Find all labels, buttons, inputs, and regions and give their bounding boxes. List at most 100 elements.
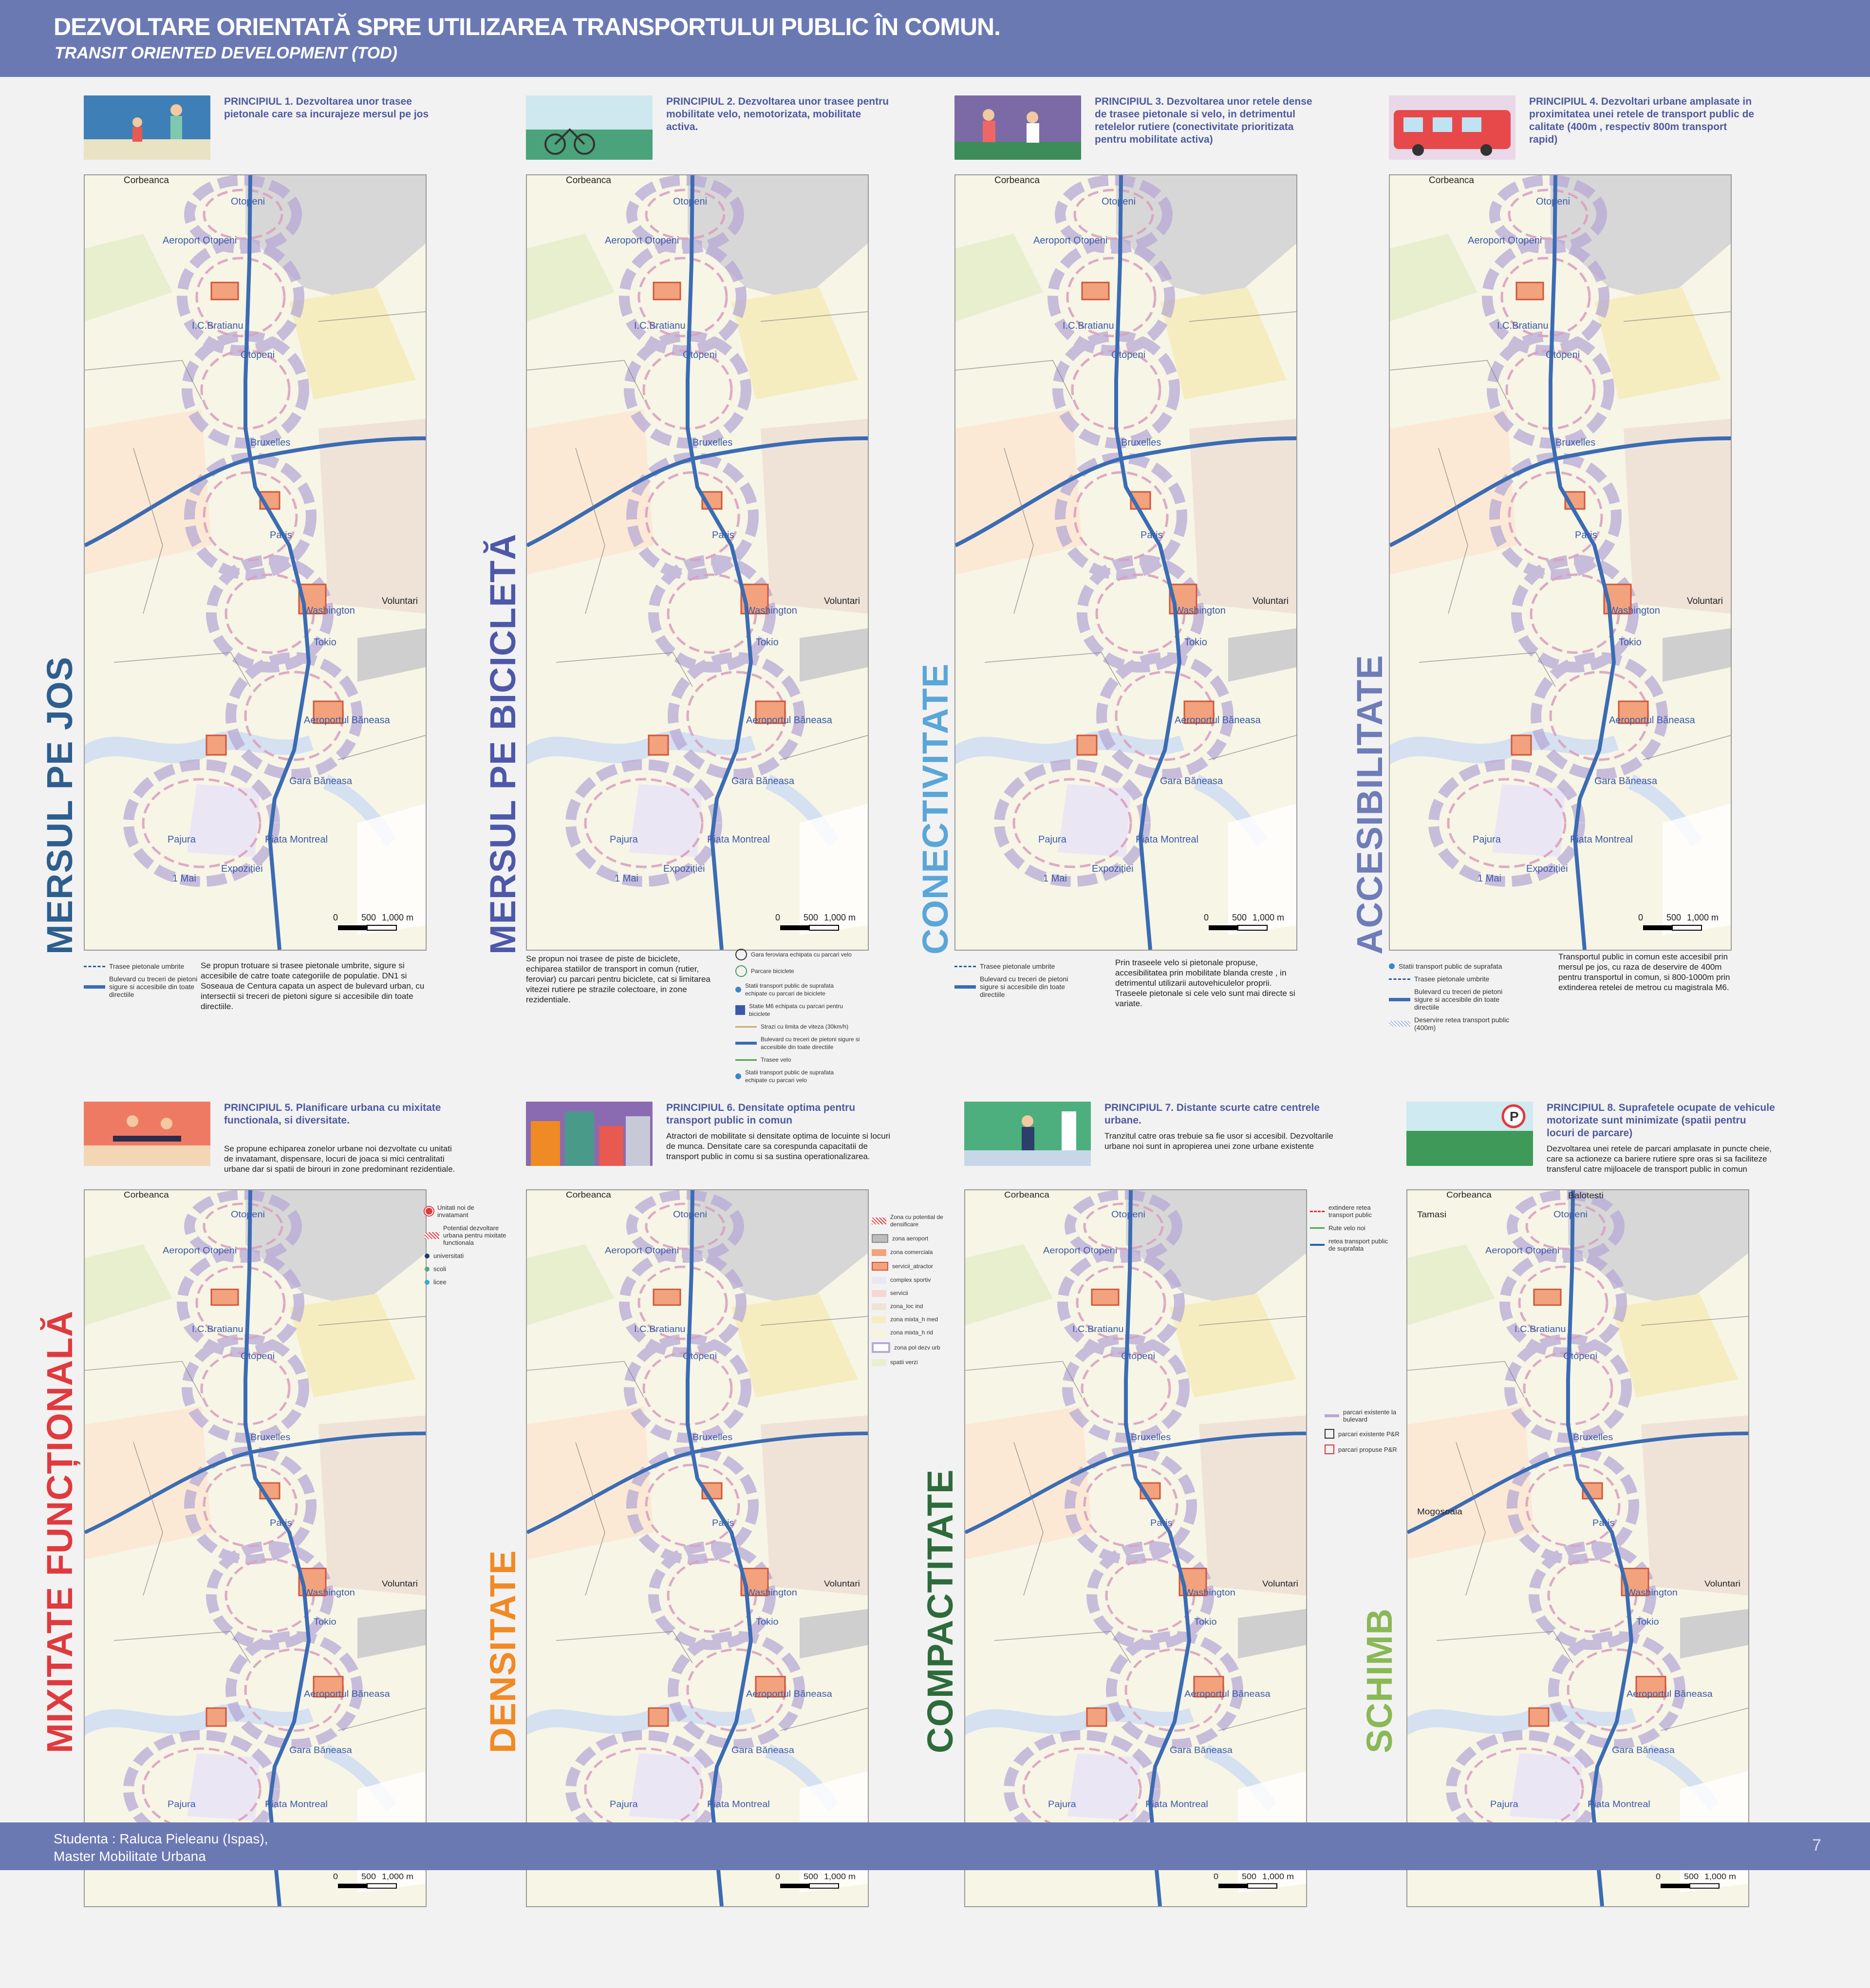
- place-otopeni-2: Otopeni: [241, 1351, 275, 1361]
- principle-7-title: PRINCIPIUL 7. Distante scurte catre cent…: [1104, 1102, 1320, 1126]
- place-otopeni: Otopeni: [1111, 1210, 1145, 1219]
- scale-1000: 1,000 m: [824, 1872, 856, 1881]
- principle-5-title: PRINCIPIUL 5. Planificare urbana cu mixi…: [224, 1102, 441, 1126]
- legend-principle-1: Trasee pietonale umbrite Bulevard cu tre…: [84, 962, 216, 1003]
- place-bruxelles: Bruxelles: [692, 1433, 732, 1443]
- place-tamasi: Tamasi: [1417, 1209, 1446, 1219]
- panel-principle-2: PRINCIPIUL 2. Dezvoltarea unor trasee pe…: [526, 95, 964, 1084]
- place-gara-baneasa: Gara Băneasa: [731, 776, 795, 787]
- place-paris: Paris: [1141, 530, 1163, 541]
- panel-principle-4: PRINCIPIUL 4. Dezvoltari urbane amplasat…: [1389, 95, 1827, 1032]
- place-voluntari: Voluntari: [1687, 596, 1723, 606]
- place-corbeanca: Corbeanca: [1446, 1190, 1492, 1200]
- legend-item: zona_loc ind: [890, 1303, 923, 1310]
- place-aeroportul-baneasa: Aeroportul Băneasa: [304, 715, 391, 726]
- scale-1000: 1,000 m: [1253, 913, 1284, 922]
- page-header: DEZVOLTARE ORIENTATĂ SPRE UTILIZAREA TRA…: [0, 0, 1870, 77]
- legend-item: Unitati noi de invatamant: [437, 1204, 474, 1219]
- place-aeroport-otopeni: Aeroport Otopeni: [605, 1246, 679, 1256]
- principle-1-description: Se propun trotuare si trasee pietonale u…: [201, 961, 425, 1011]
- legend-principle-6: Zona cu potential de densificare zona ae…: [872, 1214, 957, 1372]
- place-gara-baneasa: Gara Băneasa: [731, 1745, 794, 1755]
- principle-6-title: PRINCIPIUL 6. Densitate optima pentru tr…: [666, 1102, 856, 1126]
- place-paris: Paris: [712, 1518, 734, 1528]
- place-paris: Paris: [270, 530, 292, 541]
- place-voluntari: Voluntari: [1704, 1578, 1740, 1588]
- place-mogosoaia: Mogosoaia: [1417, 1506, 1463, 1516]
- label-conectivitate: CONECTIVITATE: [915, 663, 955, 955]
- place-bruxelles: Bruxelles: [1121, 437, 1161, 448]
- program-name: Master Mobilitate Urbana: [54, 1849, 206, 1864]
- place-washington: Washington: [746, 605, 797, 616]
- place-aeroport-otopeni: Aeroport Otopeni: [605, 235, 679, 246]
- place-aeroport-otopeni: Aeroport Otopeni: [1043, 1246, 1117, 1256]
- place-corbeanca: Corbeanca: [566, 1190, 612, 1200]
- place-gara-baneasa: Gara Băneasa: [289, 776, 353, 787]
- place-otopeni: Otopeni: [1553, 1210, 1588, 1219]
- place-expozitiei: Expoziției: [1526, 863, 1568, 874]
- legend-item: complex sportiv: [890, 1276, 931, 1283]
- place-tokio: Tokio: [1636, 1617, 1659, 1627]
- legend-item: Trasee pietonale umbrite: [980, 962, 1055, 970]
- place-corbeanca: Corbeanca: [124, 175, 169, 186]
- place-1-mai: 1 Mai: [1477, 873, 1501, 884]
- principle-7-subtitle: Tranzitul catre oras trebuie sa fie usor…: [1104, 1131, 1333, 1151]
- scale-1000: 1,000 m: [382, 1872, 413, 1881]
- principle-3-title: PRINCIPIUL 3. Dezvoltarea unor retele de…: [1095, 96, 1312, 145]
- place-1-mai: 1 Mai: [615, 873, 638, 884]
- legend-item: servicii_atractor: [892, 1262, 934, 1270]
- legend-item: Strazi cu limita de viteza (30km/h): [761, 1023, 849, 1030]
- place-washington: Washington: [746, 1588, 797, 1598]
- scale-500: 500: [361, 1872, 376, 1881]
- place-otopeni: Otopeni: [673, 196, 707, 207]
- label-schimb: SCHIMB: [1359, 1608, 1400, 1753]
- scale-0: 0: [1214, 1872, 1218, 1881]
- principle-8-subtitle: Dezvoltarea unei retele de parcari ampla…: [1547, 1144, 1772, 1174]
- legend-item: scoli: [433, 1265, 447, 1273]
- scale-500: 500: [1666, 913, 1681, 922]
- legend-item: zona mixta_h med: [890, 1316, 938, 1323]
- legend-item: Statii transport public de suprafata ech…: [745, 1069, 834, 1084]
- place-ic-bratianu: I.C.Bratianu: [1072, 1325, 1124, 1334]
- legend-principle-2: Gara feroviara echipata cu parcari velo …: [735, 949, 868, 1089]
- place-tokio: Tokio: [314, 637, 337, 648]
- scale-0: 0: [333, 1872, 338, 1881]
- legend-item: spatii verzi: [890, 1359, 918, 1366]
- place-1-mai: 1 Mai: [1043, 873, 1067, 884]
- legend-item: Trasee velo: [761, 1056, 791, 1063]
- legend-item: Deservire retea transport public (400m): [1414, 1016, 1510, 1032]
- map-principle-3: Corbeanca Otopeni Aeroport Otopeni I.C.B…: [954, 174, 1297, 951]
- connectivity-illustration: [954, 95, 1081, 160]
- place-bruxelles: Bruxelles: [1131, 1433, 1171, 1443]
- legend-item: Statie M6 echipata cu parcari pentru bic…: [749, 1003, 843, 1017]
- scale-1000: 1,000 m: [1262, 1872, 1294, 1881]
- legend-item: Bulevard cu treceri de pietoni sigure si…: [761, 1036, 860, 1050]
- label-mersul-pe-bicicleta: MERSUL PE BICICLETĂ: [483, 533, 523, 955]
- place-piata-montreal: Piata Montreal: [707, 834, 770, 845]
- legend-item: parcari existente P&R: [1338, 1430, 1400, 1438]
- bus-illustration: [1389, 95, 1515, 160]
- scale-0: 0: [1656, 1872, 1661, 1881]
- place-pajura: Pajura: [1473, 834, 1501, 845]
- page-title: DEZVOLTARE ORIENTATĂ SPRE UTILIZAREA TRA…: [54, 13, 1001, 40]
- scale-1000: 1,000 m: [824, 913, 856, 922]
- map-principle-2: Corbeanca Otopeni Aeroport Otopeni I.C.B…: [526, 174, 869, 951]
- place-voluntari: Voluntari: [1253, 596, 1289, 606]
- place-piata-montreal: Piata Montreal: [1136, 834, 1198, 845]
- place-corbeanca: Corbeanca: [124, 1190, 169, 1200]
- place-expozitiei: Expoziției: [1092, 863, 1134, 874]
- place-pajura: Pajura: [1038, 834, 1067, 845]
- place-washington: Washington: [304, 605, 355, 616]
- place-bruxelles: Bruxelles: [250, 437, 290, 448]
- legend-item: Bulevard cu treceri de pietoni sigure si…: [1414, 988, 1503, 1011]
- place-pajura: Pajura: [168, 1800, 196, 1809]
- place-aeroportul-baneasa: Aeroportul Băneasa: [746, 715, 833, 726]
- place-corbeanca: Corbeanca: [1004, 1190, 1050, 1200]
- place-1-mai: 1 Mai: [172, 873, 196, 884]
- walking-illustration: [84, 95, 210, 160]
- page-footer: Studenta : Raluca Pieleanu (Ispas), Mast…: [0, 1822, 1870, 1870]
- place-otopeni: Otopeni: [231, 196, 265, 207]
- place-piata-montreal: Piata Montreal: [707, 1800, 770, 1809]
- place-washington: Washington: [304, 1588, 355, 1598]
- place-bruxelles: Bruxelles: [692, 437, 732, 448]
